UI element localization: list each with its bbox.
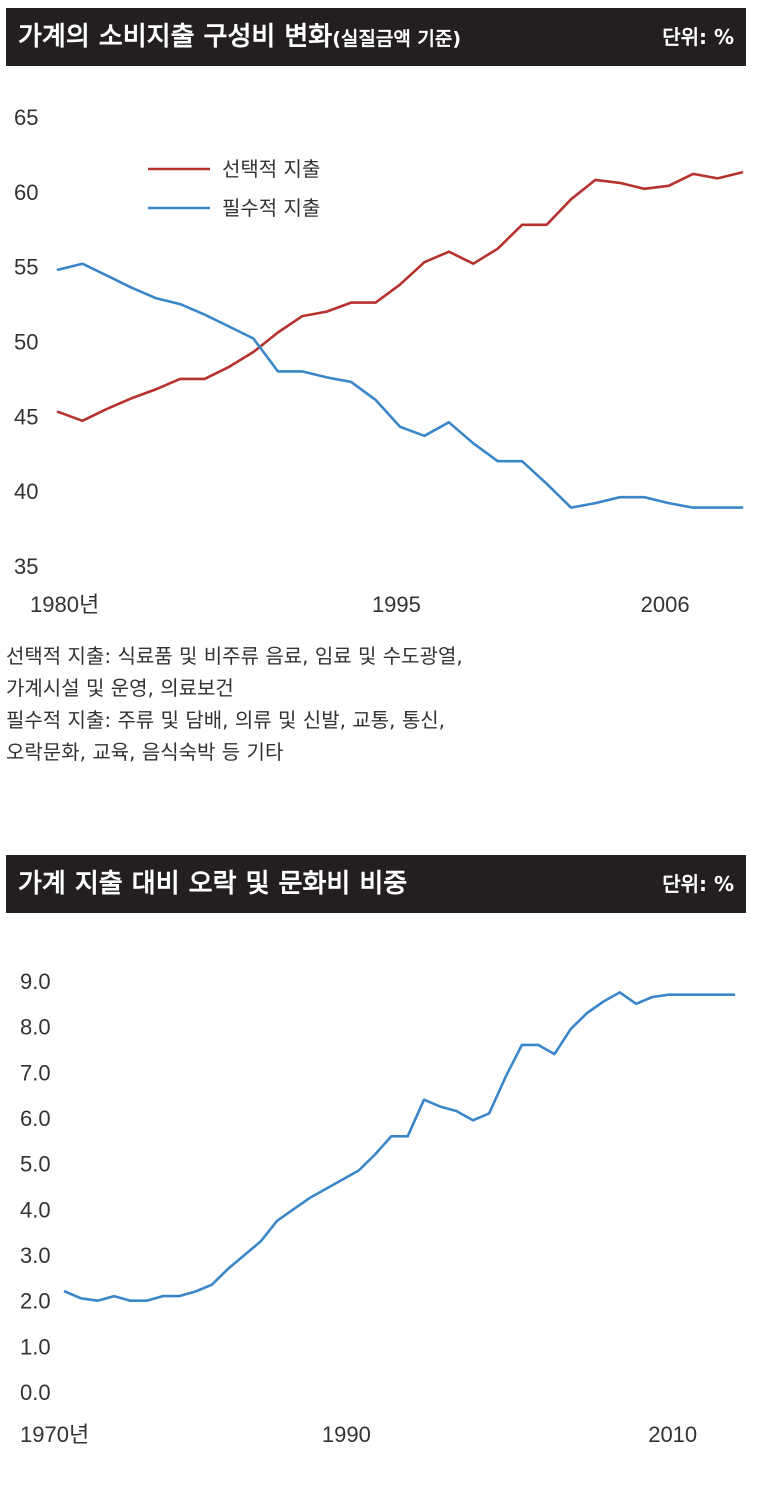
- x-tick-label: 1995: [372, 592, 421, 617]
- x-tick-label: 1990: [322, 1422, 371, 1447]
- chart1-title-subtext: (실질금액 기준): [332, 28, 462, 50]
- y-tick-label: 9.0: [20, 969, 51, 994]
- chart2-x-axis: 1970년 1990 2010: [20, 1422, 697, 1447]
- x-tick-label: 1970년: [20, 1422, 89, 1447]
- legend-label-essential: 필수적 지출: [222, 196, 320, 220]
- y-tick-label: 7.0: [20, 1060, 51, 1085]
- chart1-y-axis: 65 60 55 50 45 40 35: [14, 105, 38, 579]
- chart2-title-bar: 가계 지출 대비 오락 및 문화비 비중 단위: %: [6, 855, 746, 913]
- chart1-title-bar: 가계의 소비지출 구성비 변화(실질금액 기준) 단위: %: [6, 8, 746, 66]
- y-tick-label: 3.0: [20, 1243, 51, 1268]
- chart1-unit: 단위: %: [662, 25, 734, 49]
- y-tick-label: 2.0: [20, 1289, 51, 1314]
- chart2-unit: 단위: %: [662, 872, 734, 896]
- y-tick-label: 60: [14, 180, 38, 205]
- y-tick-label: 1.0: [20, 1334, 51, 1359]
- chart1-title: 가계의 소비지출 구성비 변화(실질금액 기준): [18, 8, 461, 68]
- series-line-2: [56, 262, 744, 509]
- y-tick-label: 50: [14, 330, 38, 355]
- x-tick-label: 1980년: [30, 592, 99, 617]
- chart2-y-axis: 9.0 8.0 7.0 6.0 5.0 4.0 3.0 2.0 1.0 0.0: [20, 969, 51, 1405]
- chart1-notes: 선택적 지출: 식료품 및 비주류 음료, 임료 및 수도광열, 가계시설 및 …: [6, 640, 746, 768]
- y-tick-label: 5.0: [20, 1152, 51, 1177]
- y-tick-label: 8.0: [20, 1015, 51, 1040]
- y-tick-label: 4.0: [20, 1197, 51, 1222]
- y-tick-label: 40: [14, 479, 38, 504]
- series-line-1: [63, 991, 736, 1303]
- y-tick-label: 45: [14, 404, 38, 429]
- x-tick-label: 2010: [648, 1422, 697, 1447]
- chart1-plot: 65 60 55 50 45 40 35 1980년 1995 2006 선택적 지출 필수적 …: [14, 105, 744, 617]
- note-line: 오락문화, 교육, 음식숙박 등 기타: [6, 740, 284, 764]
- y-tick-label: 0.0: [20, 1380, 51, 1405]
- legend-label-optional: 선택적 지출: [222, 157, 320, 181]
- note-line: 선택적 지출: 식료품 및 비주류 음료, 임료 및 수도광열,: [6, 644, 463, 668]
- note-line: 가계시설 및 운영, 의료보건: [6, 676, 234, 700]
- chart2-plot: 9.0 8.0 7.0 6.0 5.0 4.0 3.0 2.0 1.0 0.0 1970년 1990…: [20, 969, 736, 1447]
- y-tick-label: 55: [14, 255, 38, 280]
- y-tick-label: 65: [14, 105, 38, 130]
- chart1-title-text: 가계의 소비지출 구성비 변화: [18, 22, 333, 52]
- chart1-x-axis: 1980년 1995 2006: [30, 592, 690, 617]
- series-line-1: [56, 171, 744, 423]
- chart2-title: 가계 지출 대비 오락 및 문화비 비중: [18, 869, 408, 899]
- x-tick-label: 2006: [641, 592, 690, 617]
- note-line: 필수적 지출: 주류 및 담배, 의류 및 신발, 교통, 통신,: [6, 708, 445, 732]
- chart1-lines: [56, 171, 744, 509]
- chart1-legend: 선택적 지출 필수적 지출: [148, 157, 320, 220]
- y-tick-label: 35: [14, 554, 38, 579]
- y-tick-label: 6.0: [20, 1106, 51, 1131]
- chart2-lines: [63, 991, 736, 1303]
